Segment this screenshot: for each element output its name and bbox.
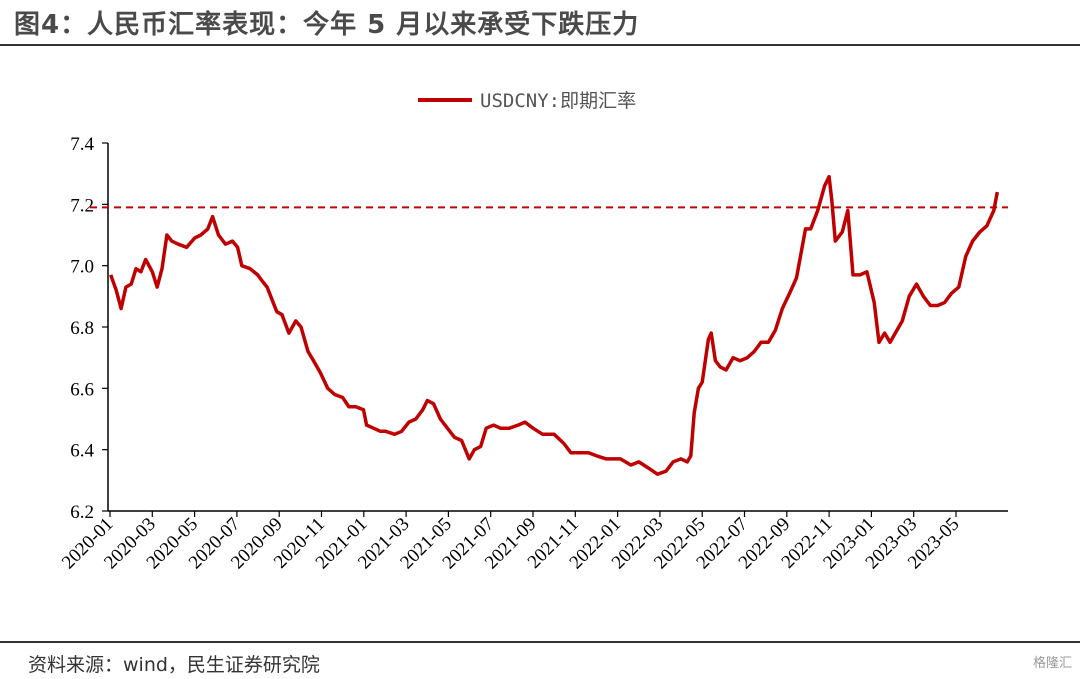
footer-divider <box>0 641 1080 643</box>
y-axis-ticks: 6.2 6.4 6.6 6.8 7.0 7.2 7.4 <box>70 134 108 523</box>
chart-legend: USDCNY:即期汇率 <box>418 90 636 112</box>
x-axis-ticks: 2020-012020-032020-052020-072020-092020-… <box>58 511 964 573</box>
chart-axes <box>107 143 1008 512</box>
page-title: 图4：人民币汇率表现：今年 5 月以来承受下跌压力 <box>14 10 640 40</box>
watermark: 格隆汇 <box>1032 656 1072 671</box>
title-divider <box>0 44 1080 46</box>
exchange-rate-chart: USDCNY:即期汇率 6.2 6.4 6.6 6.8 7.0 7.2 7.4 2020-0… <box>58 90 1008 573</box>
y-tick-label: 6.6 <box>70 379 94 400</box>
y-tick-label: 6.8 <box>70 318 94 339</box>
y-tick-label: 6.4 <box>70 441 94 462</box>
y-tick-label: 7.2 <box>70 195 94 216</box>
y-tick-label: 7.4 <box>70 134 94 155</box>
y-tick-label: 7.0 <box>70 257 94 278</box>
y-tick-label: 6.2 <box>70 502 94 523</box>
legend-label: USDCNY:即期汇率 <box>480 90 636 112</box>
series-line-usdcny <box>109 174 1000 476</box>
source-note: 资料来源：wind，民生证券研究院 <box>28 654 320 676</box>
